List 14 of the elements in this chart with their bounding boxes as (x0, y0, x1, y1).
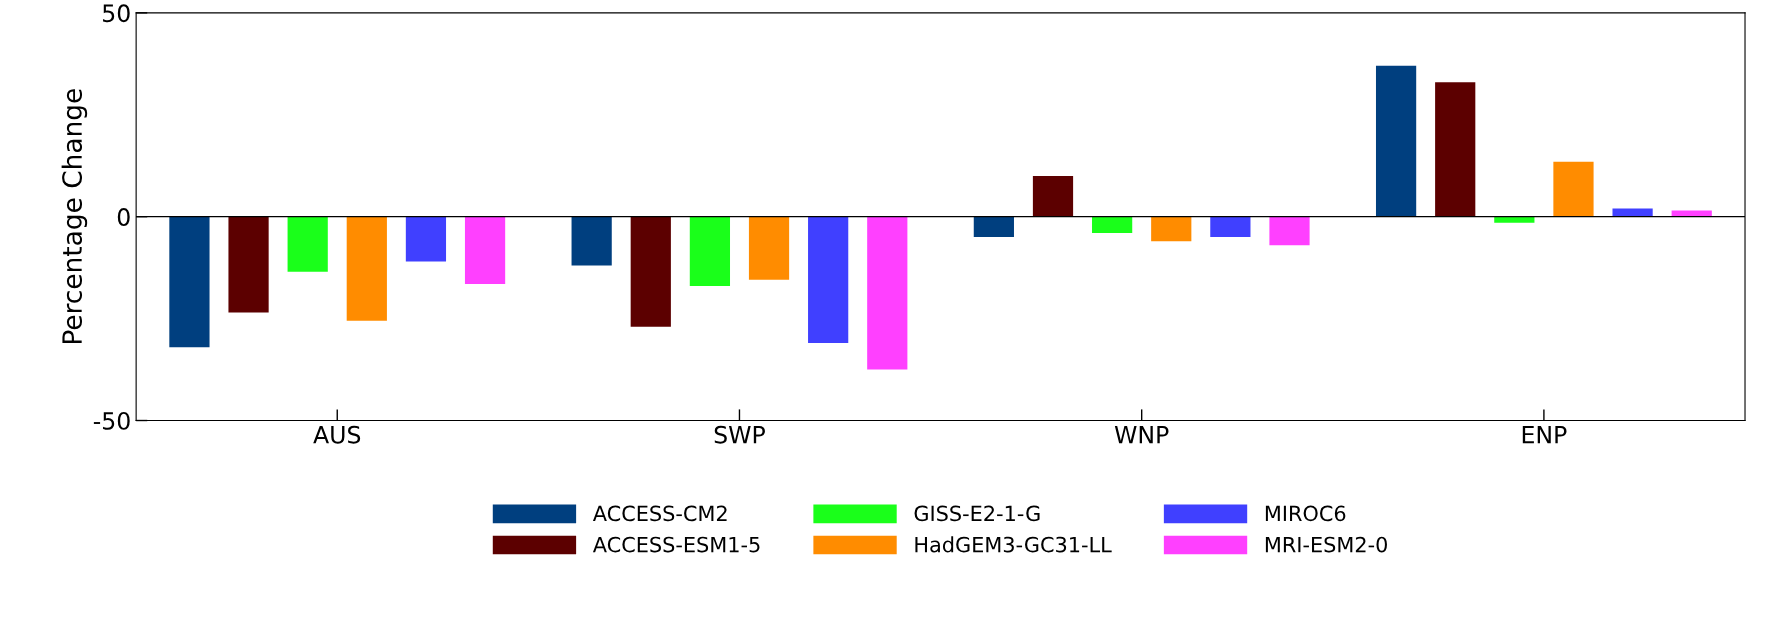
legend-label: MIROC6 (1265, 505, 1346, 522)
y-tick-label: -50 (93, 411, 130, 430)
legend-label: GISS-E2-1-G (914, 505, 1040, 522)
legend-label: MRI-ESM2-0 (1265, 536, 1387, 553)
x-tick-label: SWP (714, 425, 765, 444)
y-tick-label: 0 (117, 208, 130, 226)
x-tick-label: WNP (1114, 426, 1169, 444)
legend-label: HadGEM3-GC31-LL (915, 536, 1112, 553)
x-tick-label: AUS (313, 425, 361, 444)
y-tick-label: 50 (103, 4, 130, 23)
legend-label: ACCESS-CM2 (592, 505, 727, 522)
legend-label: ACCESS-ESM1-5 (592, 536, 760, 553)
x-tick-label: ENP (1522, 426, 1567, 444)
y-axis-title: Percentage Change (61, 89, 88, 344)
